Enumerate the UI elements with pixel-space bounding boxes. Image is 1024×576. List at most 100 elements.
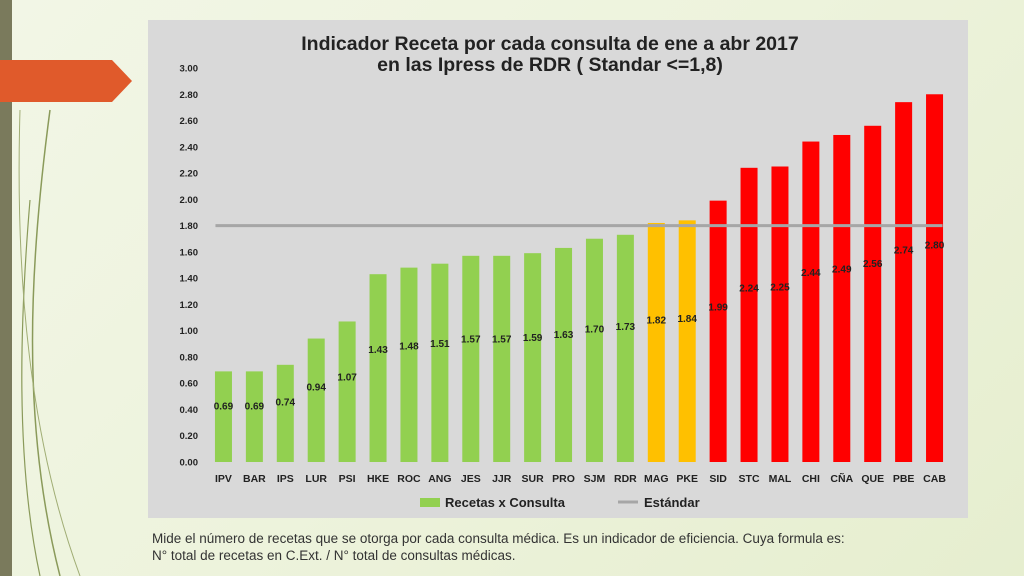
legend-label-series: Recetas x Consulta	[445, 495, 566, 510]
data-label: 1.57	[461, 334, 481, 345]
data-label: 2.25	[770, 283, 790, 294]
bar	[431, 263, 449, 462]
bar	[864, 125, 882, 462]
caption-line-2: N° total de recetas en C.Ext. / N° total…	[152, 548, 516, 563]
x-tick-label: ROC	[397, 473, 421, 485]
left-decor-bar	[0, 0, 12, 576]
x-tick-label: ANG	[428, 473, 451, 485]
x-tick-label: CAB	[923, 473, 946, 485]
data-label: 1.51	[430, 339, 450, 350]
caption-line-1: Mide el número de recetas que se otorga …	[152, 531, 845, 546]
bar	[307, 338, 325, 462]
x-tick-label: PBE	[893, 473, 915, 485]
data-label: 1.73	[616, 322, 636, 333]
bar	[833, 134, 851, 462]
y-tick-label: 2.20	[180, 169, 199, 180]
data-label: 1.70	[585, 325, 605, 336]
data-label: 2.24	[739, 283, 759, 294]
bar	[369, 274, 387, 462]
bar	[555, 247, 573, 462]
data-label: 2.56	[863, 259, 883, 270]
x-tick-label: JJR	[492, 473, 512, 485]
x-tick-label: PSI	[339, 473, 356, 485]
data-label: 0.69	[245, 401, 265, 412]
x-tick-label: QUE	[861, 473, 884, 485]
caption: Mide el número de recetas que se otorga …	[152, 530, 982, 564]
legend-swatch-series	[420, 498, 440, 507]
y-tick-label: 0.40	[180, 405, 199, 416]
y-tick-label: 0.00	[180, 458, 199, 469]
red-accent-tab	[0, 60, 132, 102]
data-label: 0.74	[276, 398, 296, 409]
y-tick-label: 1.00	[180, 326, 199, 337]
y-tick-label: 1.60	[180, 247, 199, 258]
data-label: 1.57	[492, 334, 512, 345]
bar	[214, 371, 232, 462]
chart-title: Indicador Receta por cada consulta de en…	[301, 33, 798, 55]
bar	[647, 222, 665, 462]
bar	[338, 321, 356, 462]
bar-chart: Indicador Receta por cada consulta de en…	[180, 33, 947, 510]
bar	[616, 234, 634, 462]
bar	[740, 167, 758, 462]
x-tick-label: HKE	[367, 473, 389, 485]
data-label: 0.69	[214, 401, 234, 412]
bar	[895, 102, 913, 462]
y-tick-label: 1.40	[180, 274, 199, 285]
data-label: 1.43	[368, 345, 388, 356]
y-tick-label: 2.40	[180, 142, 199, 153]
x-tick-label: RDR	[614, 473, 637, 485]
data-label: 1.07	[337, 372, 357, 383]
x-tick-label: MAL	[769, 473, 792, 485]
chart-subtitle: en las Ipress de RDR ( Standar <=1,8)	[377, 54, 723, 76]
x-tick-label: PRO	[552, 473, 575, 485]
data-label: 2.44	[801, 268, 821, 279]
x-tick-label: SJM	[584, 473, 606, 485]
x-tick-label: IPV	[215, 473, 232, 485]
data-label: 1.82	[647, 315, 667, 326]
bar	[400, 267, 418, 462]
data-label: 1.84	[677, 314, 697, 325]
y-tick-label: 0.60	[180, 379, 199, 390]
data-label: 0.94	[306, 382, 326, 393]
x-tick-label: MAG	[644, 473, 669, 485]
x-tick-label: LUR	[305, 473, 327, 485]
bar	[709, 200, 727, 462]
bar	[678, 220, 696, 462]
x-tick-label: STC	[739, 473, 760, 485]
x-tick-label: SID	[709, 473, 727, 485]
y-tick-label: 0.80	[180, 352, 199, 363]
data-label: 1.48	[399, 341, 419, 352]
data-label: 2.74	[894, 245, 914, 256]
y-tick-label: 0.20	[180, 431, 199, 442]
data-label: 2.80	[925, 241, 945, 252]
x-tick-label: CHI	[802, 473, 820, 485]
x-tick-label: PKE	[676, 473, 698, 485]
x-tick-label: CÑA	[830, 472, 853, 485]
x-tick-label: BAR	[243, 473, 266, 485]
bar	[802, 141, 820, 462]
y-tick-label: 2.80	[180, 90, 199, 101]
bar	[276, 364, 294, 462]
bar	[771, 166, 789, 462]
y-tick-label: 3.00	[180, 64, 199, 75]
bar	[524, 253, 542, 462]
x-tick-label: IPS	[277, 473, 294, 485]
y-tick-label: 1.80	[180, 221, 199, 232]
bar	[493, 255, 511, 462]
bar	[926, 94, 944, 463]
y-tick-label: 2.00	[180, 195, 199, 206]
decorative-curves	[18, 109, 81, 576]
legend-label-standard: Estándar	[644, 495, 700, 510]
data-label: 1.63	[554, 330, 574, 341]
data-label: 1.59	[523, 333, 543, 344]
data-label: 1.99	[708, 302, 728, 313]
bar	[245, 371, 263, 462]
bar	[462, 255, 480, 462]
y-tick-label: 1.20	[180, 300, 199, 311]
chart-panel: Indicador Receta por cada consulta de en…	[148, 20, 968, 518]
x-tick-label: JES	[461, 473, 481, 485]
data-label: 2.49	[832, 264, 852, 275]
x-tick-label: SUR	[522, 473, 545, 485]
bar	[585, 238, 603, 462]
